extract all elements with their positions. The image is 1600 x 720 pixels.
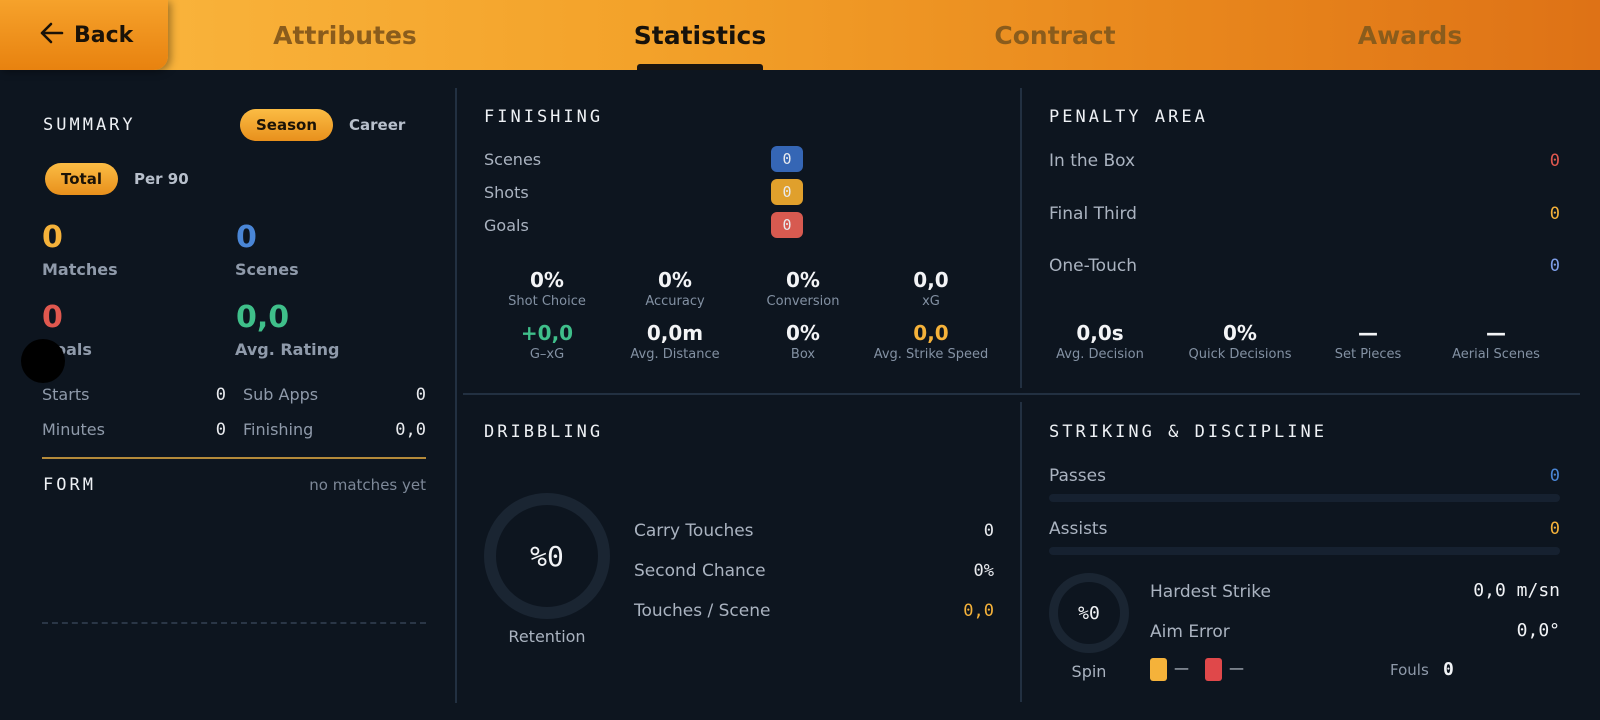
touches-per-scene-value: 0,0 <box>963 601 994 621</box>
second-chance-label: Second Chance <box>634 561 766 581</box>
goals-value: 0 <box>42 300 63 335</box>
metric-conversion: 0% Conversion <box>766 268 840 309</box>
arrow-left-icon <box>40 22 64 48</box>
hardest-strike-label: Hardest Strike <box>1150 582 1271 602</box>
retention-ring: %0 <box>484 493 610 619</box>
finishing-scenes-badge: 0 <box>771 146 803 172</box>
per90-pill[interactable]: Per 90 <box>133 170 189 188</box>
tab-statistics[interactable]: Statistics <box>633 20 767 50</box>
panel-divider <box>455 88 457 703</box>
tab-contract[interactable]: Contract <box>994 20 1116 50</box>
in-box-label: In the Box <box>1049 151 1136 171</box>
starts-value: 0 <box>215 385 226 405</box>
finishing-title: FINISHING <box>484 107 604 127</box>
finishing-scenes-label: Scenes <box>484 150 542 169</box>
aim-error-label: Aim Error <box>1150 622 1230 642</box>
metric-shot-choice: 0% Shot Choice <box>508 268 586 309</box>
retention-label: Retention <box>508 627 586 646</box>
spin-value: %0 <box>1078 602 1100 624</box>
scenes-label: Scenes <box>235 260 299 279</box>
touch-indicator <box>21 339 65 383</box>
back-label: Back <box>74 22 134 48</box>
spin-label: Spin <box>1071 662 1107 681</box>
second-chance-value: 0% <box>973 561 994 581</box>
yellow-card-count: — <box>1174 659 1189 677</box>
total-pill[interactable]: Total <box>45 163 118 195</box>
finishing-label: Finishing <box>243 420 314 439</box>
minutes-label: Minutes <box>42 420 105 439</box>
mode-toggle: Total Per 90 <box>45 163 205 195</box>
minutes-value: 0 <box>215 420 226 440</box>
matches-label: Matches <box>42 260 118 279</box>
assists-label: Assists <box>1049 519 1108 539</box>
form-title: FORM <box>43 475 96 495</box>
metric-accuracy: 0% Accuracy <box>645 268 705 309</box>
passes-label: Passes <box>1049 466 1106 486</box>
carry-touches-label: Carry Touches <box>634 521 754 541</box>
one-touch-label: One-Touch <box>1049 256 1137 276</box>
passes-value: 0 <box>1549 466 1560 486</box>
metric-avg-distance: 0,0m Avg. Distance <box>630 321 720 362</box>
finishing-shots-badge: 0 <box>771 179 803 205</box>
metric-quick-decisions: 0% Quick Decisions <box>1188 321 1292 362</box>
summary-title: SUMMARY <box>43 115 136 135</box>
finishing-goals-label: Goals <box>484 216 529 235</box>
panel-divider <box>1020 88 1022 388</box>
final-third-label: Final Third <box>1049 204 1137 224</box>
passes-bar <box>1049 494 1560 502</box>
form-chart-baseline <box>42 622 426 624</box>
finishing-shots-label: Shots <box>484 183 529 202</box>
tab-awards[interactable]: Awards <box>1357 20 1463 50</box>
metric-set-pieces: — Set Pieces <box>1334 321 1402 362</box>
matches-value: 0 <box>42 220 63 255</box>
metric-aerial-scenes: — Aerial Scenes <box>1452 321 1540 362</box>
aim-error-value: 0,0° <box>1516 620 1560 641</box>
penalty-area-title: PENALTY AREA <box>1049 107 1208 127</box>
fouls-value: 0 <box>1443 659 1454 680</box>
carry-touches-value: 0 <box>983 521 994 541</box>
career-pill[interactable]: Career <box>349 116 406 134</box>
assists-value: 0 <box>1549 519 1560 539</box>
striking-title: STRIKING & DISCIPLINE <box>1049 422 1327 442</box>
tab-attributes[interactable]: Attributes <box>273 20 417 50</box>
touches-per-scene-label: Touches / Scene <box>634 601 771 621</box>
starts-label: Starts <box>42 385 90 404</box>
yellow-card-icon <box>1150 658 1167 681</box>
active-tab-indicator <box>637 64 763 70</box>
finishing-goals-badge: 0 <box>771 212 803 238</box>
season-pill[interactable]: Season <box>240 109 334 141</box>
sub-apps-value: 0 <box>415 385 426 405</box>
panel-divider <box>463 393 1580 395</box>
metric-box: 0% Box <box>786 321 820 362</box>
red-card-icon <box>1205 658 1222 681</box>
hardest-strike-value: 0,0 m/sn <box>1473 580 1560 601</box>
finishing-value: 0,0 <box>395 420 426 440</box>
retention-value: %0 <box>530 539 564 573</box>
form-empty-text: no matches yet <box>309 476 426 494</box>
avg-rating-label: Avg. Rating <box>235 340 340 359</box>
spin-ring: %0 <box>1049 573 1129 653</box>
metric-avg-strike-speed: 0,0 Avg. Strike Speed <box>873 321 989 362</box>
metric-g-xg: +0,0 G–xG <box>520 321 574 362</box>
metric-avg-decision: 0,0s Avg. Decision <box>1056 321 1144 362</box>
scope-toggle: Season Career <box>240 109 421 141</box>
back-button[interactable]: Back <box>0 0 168 70</box>
final-third-value: 0 <box>1549 204 1560 224</box>
fouls-label: Fouls <box>1390 661 1429 679</box>
metric-xg: 0,0 xG <box>913 268 949 309</box>
scenes-value: 0 <box>236 220 257 255</box>
panel-divider <box>1020 402 1022 702</box>
assists-bar <box>1049 547 1560 555</box>
summary-separator <box>42 457 426 459</box>
top-nav-bar: Back Attributes Statistics Contract Awar… <box>0 0 1600 70</box>
dribbling-title: DRIBBLING <box>484 422 604 442</box>
avg-rating-value: 0,0 <box>236 300 290 335</box>
sub-apps-label: Sub Apps <box>243 385 319 404</box>
one-touch-value: 0 <box>1549 256 1560 276</box>
in-box-value: 0 <box>1549 151 1560 171</box>
red-card-count: — <box>1229 659 1244 677</box>
